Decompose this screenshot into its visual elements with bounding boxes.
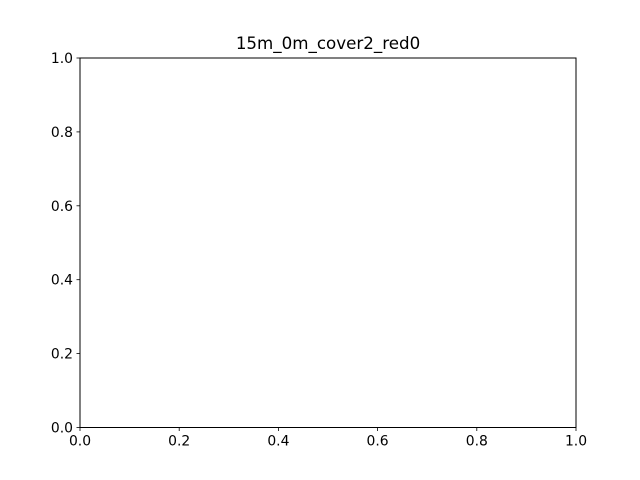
y-tick-label: 1.0: [51, 51, 73, 67]
y-axis: 0.0 0.2 0.4 0.6 0.8 1.0: [51, 51, 80, 437]
y-tick-label: 0.4: [51, 273, 73, 289]
x-axis: 0.0 0.2 0.4 0.6 0.8 1.0: [69, 427, 587, 450]
x-tick-label: 0.0: [69, 434, 91, 450]
y-tick-label: 0.6: [51, 199, 73, 215]
y-tick-label: 0.0: [51, 421, 73, 437]
x-tick-label: 0.6: [367, 434, 389, 450]
x-tick-label: 1.0: [565, 434, 587, 450]
y-tick-label: 0.8: [51, 125, 73, 141]
chart-title: 15m_0m_cover2_red0: [236, 33, 420, 54]
x-tick-label: 0.8: [466, 434, 488, 450]
x-tick-label: 0.2: [168, 434, 190, 450]
y-tick-label: 0.2: [51, 347, 73, 363]
plot-area-frame: [79, 57, 577, 428]
x-tick-label: 0.4: [267, 434, 289, 450]
